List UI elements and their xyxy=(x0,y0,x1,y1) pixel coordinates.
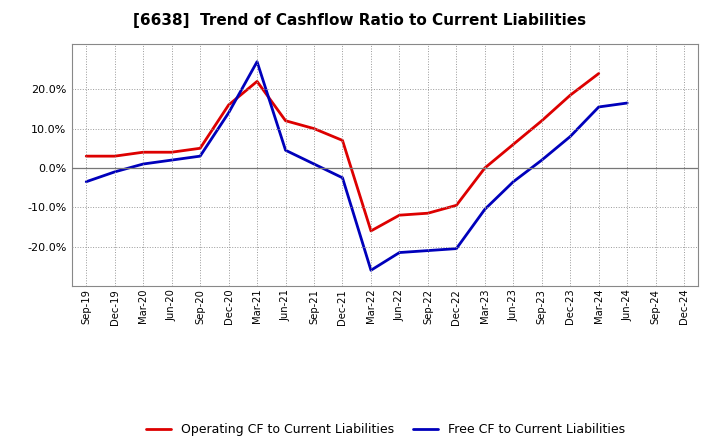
Operating CF to Current Liabilities xyxy=(310,126,318,131)
Operating CF to Current Liabilities xyxy=(196,146,204,151)
Line: Free CF to Current Liabilities: Free CF to Current Liabilities xyxy=(86,62,627,270)
Operating CF to Current Liabilities xyxy=(509,142,518,147)
Free CF to Current Liabilities xyxy=(566,134,575,139)
Free CF to Current Liabilities xyxy=(110,169,119,175)
Operating CF to Current Liabilities xyxy=(82,154,91,159)
Free CF to Current Liabilities xyxy=(82,179,91,184)
Operating CF to Current Liabilities xyxy=(537,118,546,123)
Free CF to Current Liabilities xyxy=(366,268,375,273)
Operating CF to Current Liabilities xyxy=(366,228,375,234)
Free CF to Current Liabilities xyxy=(310,161,318,167)
Operating CF to Current Liabilities xyxy=(110,154,119,159)
Operating CF to Current Liabilities xyxy=(595,71,603,76)
Free CF to Current Liabilities xyxy=(537,158,546,163)
Operating CF to Current Liabilities xyxy=(282,118,290,123)
Free CF to Current Liabilities xyxy=(452,246,461,251)
Free CF to Current Liabilities xyxy=(423,248,432,253)
Free CF to Current Liabilities xyxy=(595,104,603,110)
Free CF to Current Liabilities xyxy=(253,59,261,64)
Free CF to Current Liabilities xyxy=(480,207,489,212)
Operating CF to Current Liabilities xyxy=(395,213,404,218)
Free CF to Current Liabilities xyxy=(139,161,148,167)
Line: Operating CF to Current Liabilities: Operating CF to Current Liabilities xyxy=(86,73,599,231)
Operating CF to Current Liabilities xyxy=(139,150,148,155)
Free CF to Current Liabilities xyxy=(509,179,518,184)
Operating CF to Current Liabilities xyxy=(225,103,233,108)
Legend: Operating CF to Current Liabilities, Free CF to Current Liabilities: Operating CF to Current Liabilities, Fre… xyxy=(140,418,630,440)
Operating CF to Current Liabilities xyxy=(566,92,575,98)
Operating CF to Current Liabilities xyxy=(253,79,261,84)
Operating CF to Current Liabilities xyxy=(338,138,347,143)
Operating CF to Current Liabilities xyxy=(452,203,461,208)
Operating CF to Current Liabilities xyxy=(167,150,176,155)
Operating CF to Current Liabilities xyxy=(480,165,489,171)
Text: [6638]  Trend of Cashflow Ratio to Current Liabilities: [6638] Trend of Cashflow Ratio to Curren… xyxy=(133,13,587,28)
Free CF to Current Liabilities xyxy=(395,250,404,255)
Free CF to Current Liabilities xyxy=(167,158,176,163)
Free CF to Current Liabilities xyxy=(225,110,233,116)
Operating CF to Current Liabilities xyxy=(423,211,432,216)
Free CF to Current Liabilities xyxy=(623,100,631,106)
Free CF to Current Liabilities xyxy=(196,154,204,159)
Free CF to Current Liabilities xyxy=(282,147,290,153)
Free CF to Current Liabilities xyxy=(338,175,347,180)
